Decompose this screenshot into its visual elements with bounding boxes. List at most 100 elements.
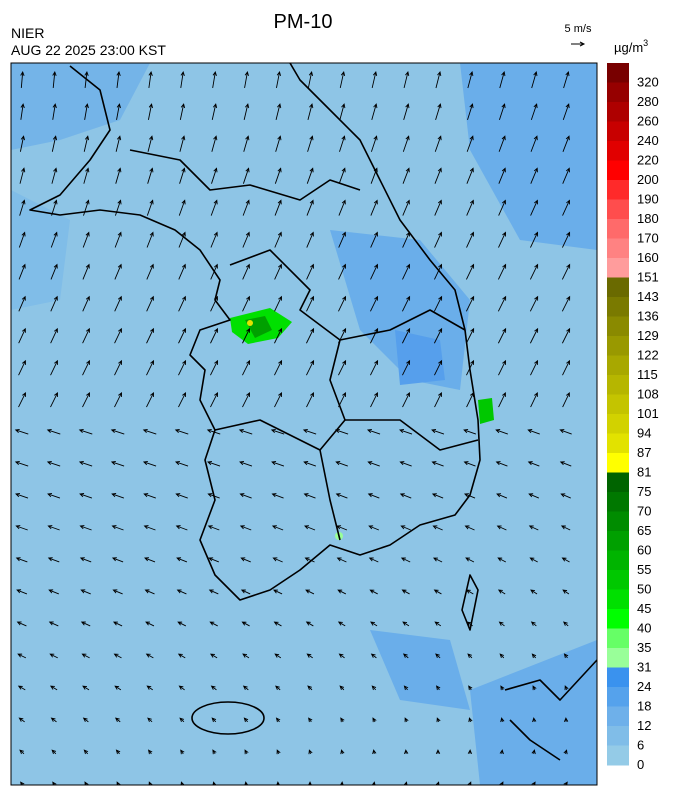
map <box>11 63 597 785</box>
wind-arrow <box>83 135 90 152</box>
wind-arrow <box>466 167 474 184</box>
wind-arrow <box>336 525 348 531</box>
wind-arrow <box>306 392 314 408</box>
wind-arrow <box>498 103 506 121</box>
wind-arrow <box>48 621 59 627</box>
wind-arrow <box>19 199 26 216</box>
wind-arrow <box>242 263 250 280</box>
wind-arrow <box>337 589 347 595</box>
colorbar-band <box>607 180 629 200</box>
wind-arrow <box>274 392 282 408</box>
wind-arrow <box>180 71 185 89</box>
colorbar-band <box>607 609 629 629</box>
wind-arrow <box>308 717 313 723</box>
wind-arrow <box>82 295 90 312</box>
colorbar-label: 280 <box>637 94 659 109</box>
wind-arrow <box>306 653 313 659</box>
wind-arrow <box>434 621 442 627</box>
wind-arrow <box>242 685 249 691</box>
wind-arrow <box>146 199 154 216</box>
wind-arrow <box>435 71 442 89</box>
wind-arrow <box>498 359 507 376</box>
agency: NIER <box>11 25 44 41</box>
wind-arrow <box>306 199 314 216</box>
wind-arrow <box>562 231 571 248</box>
wind-arrow <box>242 295 250 312</box>
wind-arrow <box>51 199 58 216</box>
wind-arrow <box>18 392 26 408</box>
wind-arrow <box>211 135 218 152</box>
wind-arrow <box>402 135 410 152</box>
wind-arrow <box>84 71 89 89</box>
wind-arrow <box>274 263 282 280</box>
wind-arrow <box>275 685 281 691</box>
wind-arrow <box>499 71 506 89</box>
wind-arrow <box>305 621 314 627</box>
wind-arrow <box>51 749 57 755</box>
wind-arrow <box>560 525 571 531</box>
wind-arrow <box>178 392 186 408</box>
colorbar-band <box>607 336 629 356</box>
wind-arrow <box>274 231 282 248</box>
wind-arrow <box>404 749 409 755</box>
colorbar-band <box>607 511 629 532</box>
wind-arrow <box>78 428 93 435</box>
wind-arrow <box>370 199 378 216</box>
colorbar-label: 40 <box>637 621 651 636</box>
colorbar-band <box>607 82 629 103</box>
wind-arrow <box>306 263 314 280</box>
wind-arrow <box>111 557 124 563</box>
colorbar-band <box>607 160 629 181</box>
wind-arrow <box>402 167 410 184</box>
wind-arrow <box>497 295 507 312</box>
wind-arrow <box>304 557 315 563</box>
wind-arrow <box>529 263 539 280</box>
wind-arrow <box>399 461 412 467</box>
unit-superscript: 3 <box>643 38 648 48</box>
wind-arrow <box>114 199 122 216</box>
wind-arrow <box>335 461 348 467</box>
wind-arrow <box>271 525 284 531</box>
wind-arrow <box>242 231 250 248</box>
wind-arrow <box>401 327 411 344</box>
colorbar-band <box>607 414 629 434</box>
wind-arrow <box>530 103 538 121</box>
wind-arrow <box>50 295 58 312</box>
wind-arrow <box>306 295 314 312</box>
wind-arrow <box>242 359 251 376</box>
wind-arrow <box>529 327 539 344</box>
wind-arrow <box>15 525 28 531</box>
wind-arrow <box>338 653 345 659</box>
wind-arrow <box>52 103 57 120</box>
wind-arrow <box>303 461 316 467</box>
colorbar-band <box>607 121 629 142</box>
colorbar-band <box>607 667 629 688</box>
wind-arrow <box>334 428 349 435</box>
wind-arrow <box>110 460 125 467</box>
wind-arrow <box>307 685 313 691</box>
wind-arrow <box>207 493 220 499</box>
wind-arrow <box>527 461 540 467</box>
wind-arrow <box>240 589 251 595</box>
wind-arrow <box>338 295 347 312</box>
wind-arrow <box>434 135 442 152</box>
wind-arrow <box>274 327 283 344</box>
wind-arrow <box>82 359 90 376</box>
wind-arrow <box>212 71 217 89</box>
wind-arrow <box>113 653 122 659</box>
wind-arrow <box>370 295 379 312</box>
colorbar-label: 115 <box>637 367 658 382</box>
wind-arrow <box>177 621 187 627</box>
wind-arrow <box>561 263 571 280</box>
wind-arrow <box>532 717 537 723</box>
wind-arrow <box>276 71 281 89</box>
wind-arrow <box>466 199 474 216</box>
wind-arrow <box>497 327 507 344</box>
title: PM-10 <box>274 11 333 33</box>
wind-arrow <box>529 557 538 563</box>
wind-arrow <box>338 167 346 184</box>
wind-arrow <box>338 359 347 376</box>
colorbar-label: 18 <box>637 699 651 714</box>
wind-arrow <box>402 263 410 280</box>
wind-arrow <box>465 295 475 312</box>
